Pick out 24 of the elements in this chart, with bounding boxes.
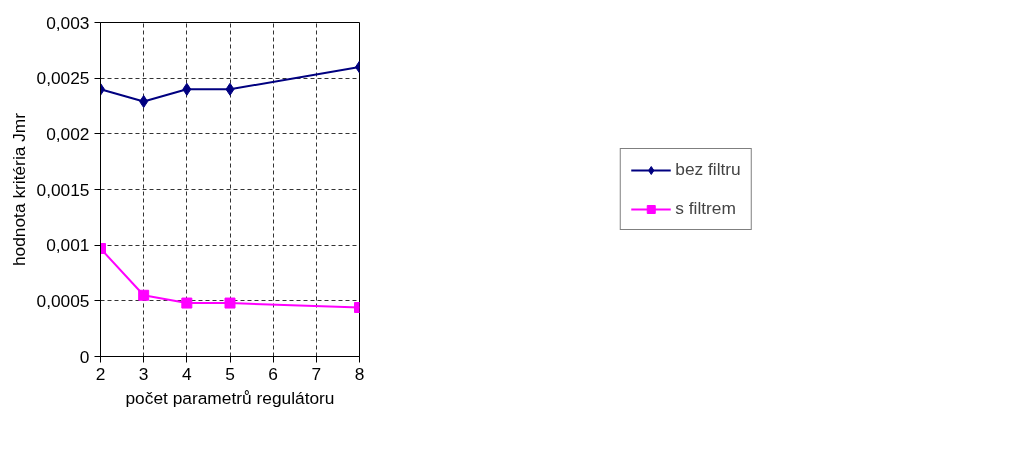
- point: [182, 82, 192, 96]
- x-tick-label: 2: [95, 363, 106, 384]
- y-axis-title: hodnota kritéria Jmr: [8, 112, 29, 267]
- legend-label: s filtrem: [675, 198, 736, 219]
- point: [139, 95, 149, 109]
- y-tick-label: 0,001: [46, 235, 90, 256]
- point: [181, 297, 193, 309]
- legend-label: bez filtru: [675, 159, 741, 180]
- point: [138, 289, 150, 301]
- x-tick-label: 5: [225, 363, 235, 384]
- y-tick-label: 0,0025: [36, 68, 90, 89]
- point: [224, 297, 236, 309]
- x-axis-title: počet parametrů regulátoru: [125, 387, 335, 408]
- x-tick-label: 3: [138, 363, 149, 384]
- y-tick-label: 0,0015: [36, 179, 90, 200]
- y-tick-label: 0,0005: [36, 290, 90, 311]
- x-tick-label: 6: [268, 363, 278, 384]
- y-tick-label: 0,002: [46, 123, 90, 144]
- y-tick-label: 0: [79, 346, 90, 367]
- x-tick-label: 7: [311, 363, 322, 384]
- point: [225, 82, 235, 96]
- x-tick-label: 8: [354, 363, 365, 384]
- y-tick-label: 0,003: [46, 12, 90, 33]
- x-tick-label: 4: [182, 363, 193, 384]
